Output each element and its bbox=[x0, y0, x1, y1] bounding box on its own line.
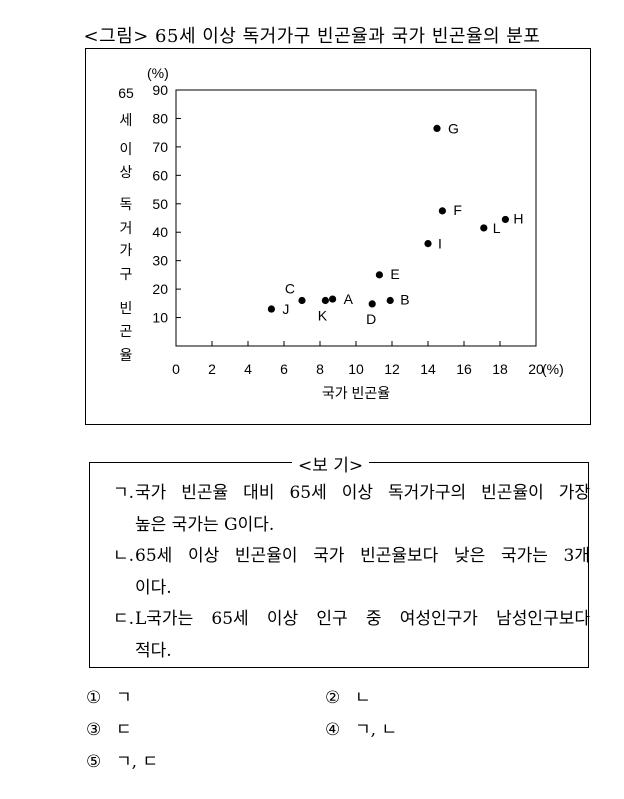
data-point-label: D bbox=[366, 311, 376, 327]
choice-text: ㄴ bbox=[355, 688, 371, 708]
x-tick-label: 10 bbox=[348, 361, 364, 377]
choice-text: ㄱ, ㄴ bbox=[355, 720, 398, 740]
y-axis-title-char: 세 bbox=[120, 112, 133, 128]
data-point-label: H bbox=[513, 210, 523, 226]
choice-number: ② bbox=[325, 688, 341, 708]
x-unit-label: (%) bbox=[542, 361, 564, 377]
x-tick-label: 12 bbox=[384, 361, 400, 377]
y-unit-label: (%) bbox=[147, 65, 169, 81]
y-axis-title-char: 곤 bbox=[120, 323, 133, 339]
y-tick-label: 80 bbox=[152, 110, 168, 126]
y-axis-title-char: 65 bbox=[118, 85, 134, 101]
plot-area bbox=[175, 89, 537, 347]
data-point-label: J bbox=[282, 301, 289, 317]
data-point bbox=[375, 271, 383, 279]
y-axis-title-char: 상 bbox=[120, 164, 133, 180]
x-tick-label: 2 bbox=[208, 361, 216, 377]
bogi-item-line: 적다. bbox=[135, 641, 172, 661]
bogi-item-marker: ㄱ. bbox=[113, 483, 135, 503]
data-point bbox=[298, 296, 306, 305]
data-point bbox=[368, 300, 376, 308]
data-point-label: I bbox=[438, 236, 442, 252]
data-point bbox=[329, 295, 337, 303]
x-tick-label: 14 bbox=[420, 361, 436, 377]
data-point-label: K bbox=[318, 307, 328, 323]
chart-frame bbox=[85, 48, 591, 425]
data-point-label: B bbox=[400, 291, 409, 307]
y-tick-label: 60 bbox=[152, 167, 168, 183]
x-axis-title: 국가 빈곤율 bbox=[322, 385, 390, 401]
bogi-item-marker: ㄴ. bbox=[113, 546, 135, 566]
figure-title: <그림> 65세 이상 독거가구 빈곤율과 국가 빈곤율의 분포 bbox=[83, 26, 541, 47]
bogi-item-line: L국가는 65세 이상 인구 중 여성인구가 남성인구보다 bbox=[135, 609, 590, 629]
data-point bbox=[501, 215, 509, 224]
bogi-title: <보 기> bbox=[292, 451, 370, 476]
x-tick-label: 16 bbox=[456, 361, 472, 377]
bogi-item-line: 높은 국가는 G이다. bbox=[135, 515, 275, 535]
data-point bbox=[438, 207, 446, 215]
data-point bbox=[480, 224, 488, 232]
x-tick-label: 18 bbox=[492, 361, 508, 377]
choice-text: ㄱ bbox=[116, 688, 132, 708]
x-tick-label: 8 bbox=[316, 361, 324, 377]
y-axis-title-char: 이 bbox=[120, 141, 133, 157]
bogi-item-line: 65세 이상 빈곤율이 국가 빈곤율보다 낮은 국가는 3개 bbox=[135, 546, 590, 566]
y-axis-title-char: 율 bbox=[120, 347, 133, 363]
y-tick-label: 40 bbox=[152, 224, 168, 240]
data-point bbox=[321, 296, 329, 305]
choice-number: ④ bbox=[325, 720, 341, 740]
y-tick-label: 30 bbox=[152, 253, 168, 269]
x-tick-label: 6 bbox=[280, 361, 288, 377]
data-point bbox=[433, 124, 441, 132]
data-point-label: L bbox=[493, 220, 501, 236]
bogi-item-line: 국가 빈곤율 대비 65세 이상 독거가구의 빈곤율이 가장 bbox=[135, 483, 590, 503]
choice-number: ⑤ bbox=[86, 752, 102, 772]
data-point bbox=[386, 296, 394, 305]
x-tick-label: 20 bbox=[528, 361, 544, 377]
y-axis-title-char: 빈 bbox=[120, 300, 133, 316]
bogi-item-line: 이다. bbox=[135, 578, 172, 598]
x-tick-label: 0 bbox=[172, 361, 180, 377]
bogi-item-text: L국가는 65세 이상 인구 중 여성인구가 남성인구보다 적다. bbox=[135, 603, 590, 667]
y-tick-label: 10 bbox=[152, 310, 168, 326]
y-tick-label: 90 bbox=[152, 82, 168, 98]
y-axis-title-char: 구 bbox=[120, 266, 133, 282]
data-point-label: A bbox=[344, 291, 354, 307]
choice-number: ③ bbox=[86, 720, 102, 740]
choice-text: ㄷ bbox=[116, 720, 132, 740]
y-tick-label: 20 bbox=[152, 281, 168, 297]
data-point-label: G bbox=[448, 120, 459, 136]
y-axis-title-char: 가 bbox=[120, 242, 133, 258]
bogi-item-text: 65세 이상 빈곤율이 국가 빈곤율보다 낮은 국가는 3개 이다. bbox=[135, 540, 590, 604]
y-axis-title-char: 독 bbox=[120, 196, 133, 212]
data-point-label: E bbox=[390, 266, 399, 282]
choice-text: ㄱ, ㄷ bbox=[116, 752, 159, 772]
choice-5[interactable]: ⑤ ㄱ, ㄷ bbox=[86, 747, 158, 772]
bogi-item-marker: ㄷ. bbox=[113, 609, 135, 629]
y-tick-label: 50 bbox=[152, 196, 168, 212]
data-point-label: C bbox=[285, 280, 295, 296]
data-point-label: F bbox=[453, 202, 462, 218]
bogi-item-text: 국가 빈곤율 대비 65세 이상 독거가구의 빈곤율이 가장 높은 국가는 G이… bbox=[135, 477, 590, 541]
y-axis-title-char: 거 bbox=[120, 220, 133, 236]
data-point bbox=[424, 240, 432, 248]
x-tick-label: 4 bbox=[244, 361, 252, 377]
choice-4[interactable]: ④ ㄱ, ㄴ bbox=[325, 715, 397, 740]
data-point bbox=[267, 305, 275, 313]
y-tick-label: 70 bbox=[152, 139, 168, 155]
choice-number: ① bbox=[86, 688, 102, 708]
